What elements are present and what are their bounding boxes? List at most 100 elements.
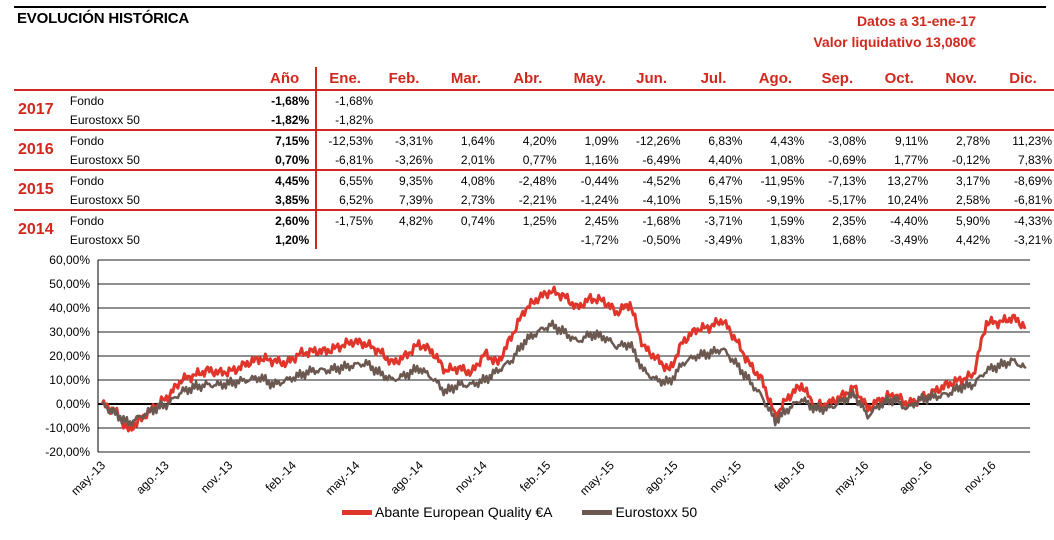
month-cell: 4,42% xyxy=(955,232,991,247)
month-cell: 4,43% xyxy=(744,129,807,150)
month-cell xyxy=(559,110,621,130)
month-cell: 6,55% xyxy=(315,169,374,190)
month-cell: 1,16% xyxy=(584,152,619,167)
month-cell: -2,48% xyxy=(496,169,559,190)
x-tick-label: nov.-16 xyxy=(961,458,999,496)
row-year-total: 1,20% xyxy=(275,232,310,247)
header-month: Ago. xyxy=(758,69,793,87)
x-tick-label: nov.-15 xyxy=(707,458,745,496)
row-label: Eurostoxx 50 xyxy=(69,192,140,207)
month-cell: 1,09% xyxy=(558,129,621,150)
legend-swatch-fund xyxy=(342,509,372,515)
month-cell: -9,19% xyxy=(766,192,805,207)
row-label: Eurostoxx 50 xyxy=(69,152,140,167)
month-cell: 9,11% xyxy=(868,129,931,150)
month-cell: -3,49% xyxy=(704,232,743,247)
month-cell: 1,68% xyxy=(832,232,867,247)
row-year-total: 7,15% xyxy=(215,129,317,150)
month-cell: -4,33% xyxy=(992,209,1054,230)
table-row: Eurostoxx 50 1,20% -1,72% -0,50% -3,49% 1,83%… xyxy=(14,230,1054,249)
x-tick-label: nov.-14 xyxy=(452,458,490,496)
y-tick-label: -20,00% xyxy=(45,445,90,459)
month-cell xyxy=(744,110,806,130)
date-label: Datos a 31-ene-17 xyxy=(856,13,976,29)
month-cell: -1,68% xyxy=(620,209,683,230)
month-cell: 6,47% xyxy=(682,169,745,190)
row-label: Eurostoxx 50 xyxy=(69,232,140,247)
row-year-total: -1,82% xyxy=(271,112,310,127)
month-cell: -0,12% xyxy=(951,152,991,167)
header-spacer xyxy=(14,67,215,90)
header-month: Feb. xyxy=(388,69,420,87)
month-cell xyxy=(992,89,1054,110)
month-cell xyxy=(435,110,497,130)
month-cell xyxy=(806,110,868,130)
row-year: 2017 xyxy=(14,89,70,130)
x-tick-label: feb.-15 xyxy=(517,458,554,495)
header-year-total: Año xyxy=(269,69,300,87)
month-cell xyxy=(930,110,992,130)
month-cell: 6,83% xyxy=(682,129,745,150)
table-header-row: Año Ene. Feb. Mar. Abr. May. Jun. Jul. Ago. Sep. O… xyxy=(14,67,1054,90)
month-cell: -1,24% xyxy=(580,192,619,207)
y-tick-label: 50,00% xyxy=(49,277,90,291)
month-cell: -1,82% xyxy=(315,110,374,130)
x-tick-label: may.-15 xyxy=(577,458,617,498)
header-month: May. xyxy=(573,69,606,87)
month-cell: -4,10% xyxy=(642,192,681,207)
header-month: Jun. xyxy=(636,69,667,87)
index-line xyxy=(101,319,1027,427)
table-row: 2017 Fondo -1,68% -1,68% xyxy=(14,89,1054,130)
month-cell xyxy=(620,89,683,110)
row-year-total: 2,60% xyxy=(215,209,317,230)
month-cell: -7,13% xyxy=(806,169,869,190)
month-cell: 7,39% xyxy=(398,192,433,207)
header-month: Oct. xyxy=(884,69,914,87)
month-cell xyxy=(315,230,374,249)
row-label: Eurostoxx 50 xyxy=(69,112,140,127)
y-tick-label: 60,00% xyxy=(49,253,90,267)
month-cell xyxy=(868,89,931,110)
month-cell: 2,58% xyxy=(955,192,991,207)
month-cell: -1,75% xyxy=(315,209,374,230)
row-year: 2014 xyxy=(14,209,70,249)
row-label: Fondo xyxy=(69,89,216,110)
month-cell: -3,49% xyxy=(890,232,929,247)
month-cell: -6,81% xyxy=(315,150,374,170)
row-year-total: 3,85% xyxy=(275,192,310,207)
row-year: 2016 xyxy=(14,129,70,170)
month-cell xyxy=(558,89,621,110)
month-cell xyxy=(496,89,559,110)
x-tick-label: feb.-16 xyxy=(771,458,808,495)
month-cell: -4,40% xyxy=(868,209,931,230)
month-cell xyxy=(806,89,869,110)
month-cell: -3,71% xyxy=(682,209,745,230)
month-cell xyxy=(373,89,435,110)
month-cell xyxy=(497,230,559,249)
x-tick-label: may.-13 xyxy=(68,458,108,498)
month-cell xyxy=(744,89,807,110)
month-cell: 4,40% xyxy=(708,152,743,167)
month-cell: -3,26% xyxy=(394,152,433,167)
month-cell xyxy=(373,230,435,249)
x-tick-label: ago.-15 xyxy=(642,458,681,497)
fund-line xyxy=(100,285,1027,433)
table-row: 2014 Fondo 2,60% -1,75% 4,82% 0,74% 1,25% 2,45%… xyxy=(14,209,1054,249)
x-tick-label: ago.-14 xyxy=(387,458,426,497)
x-tick-label: nov.-13 xyxy=(198,458,236,496)
month-cell: 3,17% xyxy=(930,169,993,190)
y-tick-label: 30,00% xyxy=(49,325,90,339)
month-cell: -0,44% xyxy=(558,169,621,190)
chart-legend: Abante European Quality €A Eurostoxx 50 xyxy=(342,504,727,520)
table-row: Eurostoxx 50 -1,82% -1,82% xyxy=(14,110,1054,130)
x-tick-label: may.-14 xyxy=(323,458,363,498)
row-year-total: 0,70% xyxy=(275,152,310,167)
month-cell xyxy=(621,110,683,130)
month-cell: -11,95% xyxy=(744,169,807,190)
month-cell xyxy=(435,230,497,249)
month-cell: 0,74% xyxy=(434,209,497,230)
month-cell xyxy=(497,110,559,130)
month-cell: 6,52% xyxy=(315,190,374,210)
month-cell: -12,53% xyxy=(315,129,374,150)
row-year-total: 4,45% xyxy=(215,169,317,190)
